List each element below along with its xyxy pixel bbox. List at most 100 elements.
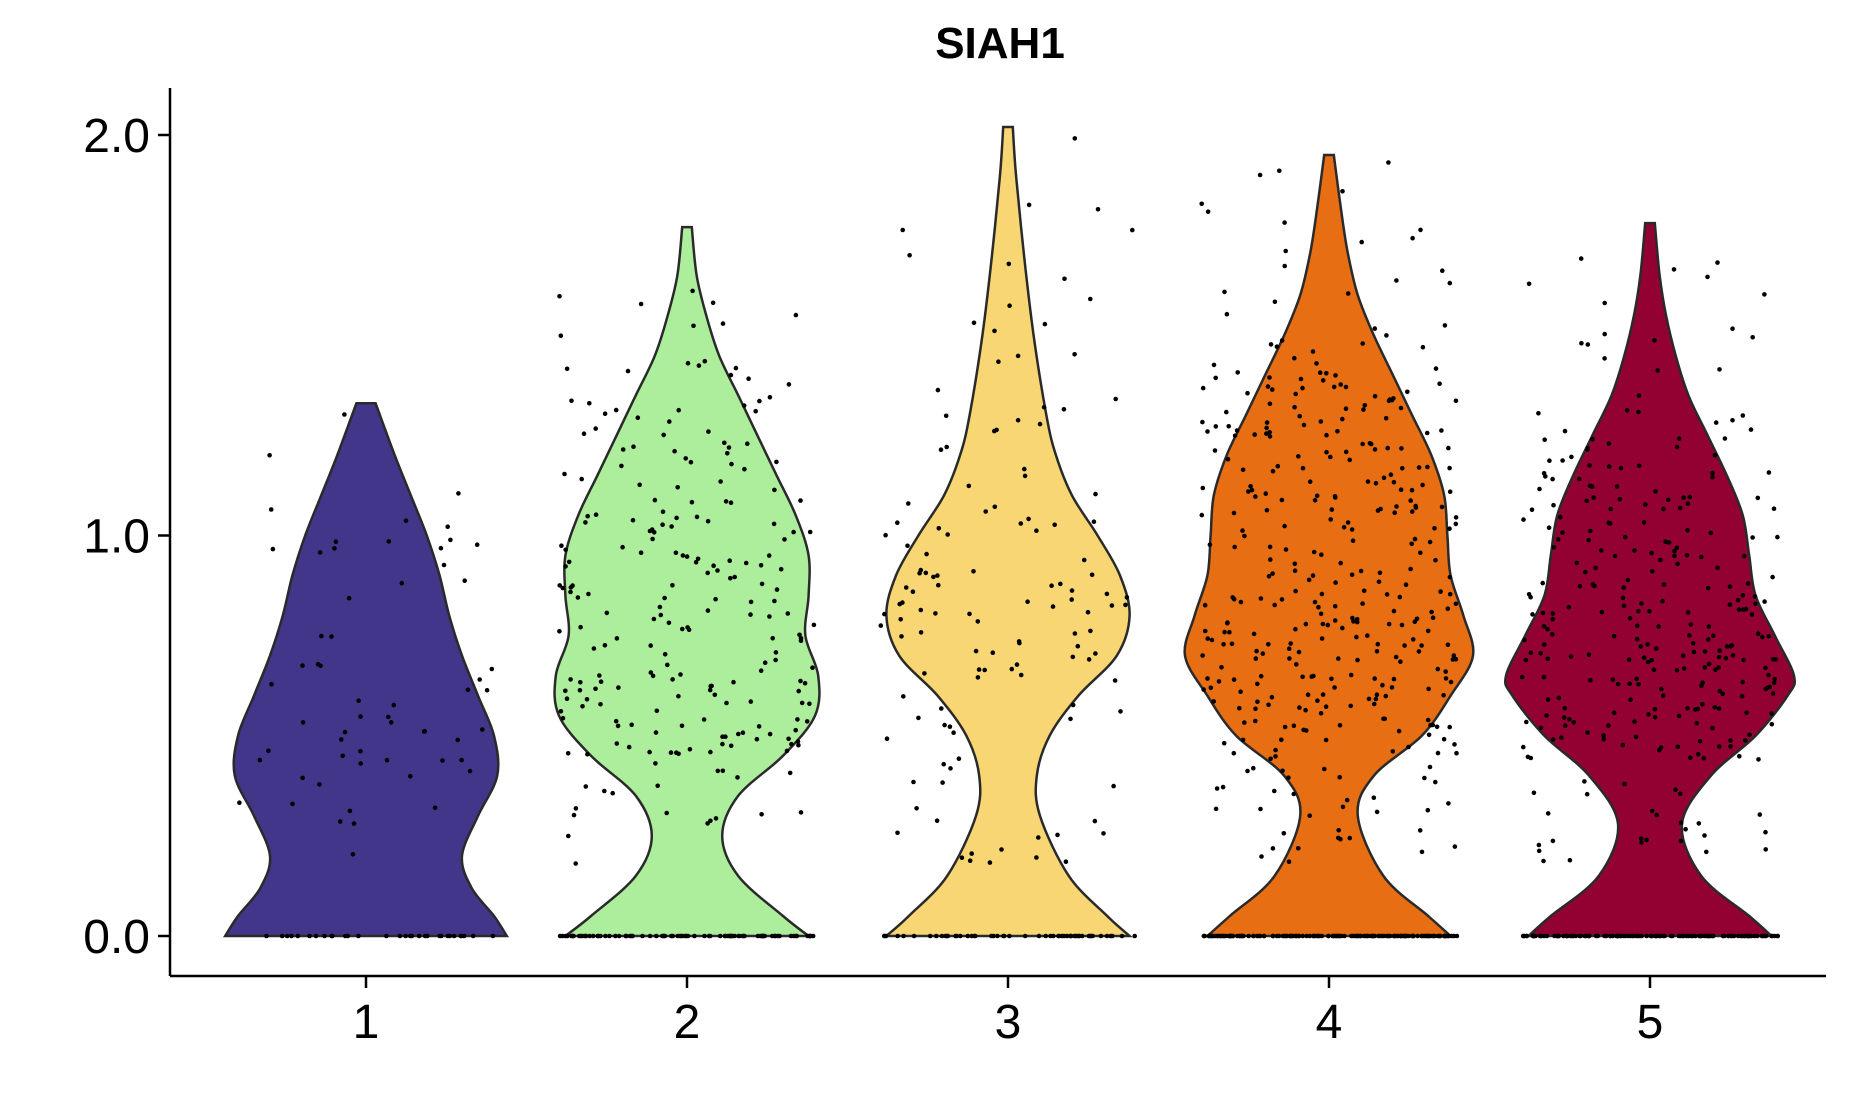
jitter-point [1332, 603, 1338, 609]
jitter-point [1372, 394, 1378, 399]
jitter-point [1727, 602, 1733, 607]
jitter-point [403, 933, 409, 939]
jitter-point [1410, 509, 1415, 514]
jitter-point [759, 581, 765, 587]
jitter-point [1200, 419, 1205, 425]
jitter-point [1332, 618, 1338, 623]
jitter-point [346, 595, 352, 601]
jitter-point [1740, 413, 1746, 418]
jitter-point [943, 933, 948, 939]
jitter-point [1737, 754, 1742, 759]
jitter-point [1678, 820, 1684, 825]
jitter-point [1427, 764, 1433, 770]
jitter-point [898, 617, 903, 622]
jitter-point [895, 520, 900, 525]
jitter-point [339, 737, 344, 742]
jitter-point [1519, 674, 1525, 680]
jitter-point [1674, 545, 1680, 551]
jitter-point [458, 933, 464, 939]
jitter-point [1608, 933, 1613, 939]
jitter-point [1384, 592, 1390, 597]
jitter-point [1287, 656, 1292, 661]
jitter-point [670, 583, 675, 588]
jitter-point [1385, 445, 1390, 451]
jitter-point [1387, 933, 1393, 939]
jitter-point [1072, 631, 1078, 636]
jitter-point [1618, 465, 1624, 471]
jitter-point [441, 562, 447, 568]
jitter-point [559, 543, 564, 548]
jitter-point [1644, 933, 1649, 939]
jitter-point [1344, 797, 1350, 803]
jitter-point [1706, 637, 1711, 642]
jitter-point [1034, 528, 1039, 533]
jitter-point [1541, 858, 1546, 864]
jitter-point [630, 517, 636, 523]
jitter-point [432, 805, 438, 811]
jitter-point [1683, 827, 1688, 832]
jitter-point [1294, 662, 1299, 667]
jitter-point [1586, 933, 1592, 939]
jitter-point [1633, 734, 1639, 740]
jitter-point [944, 444, 949, 450]
jitter-point [1676, 436, 1682, 441]
jitter-point [1713, 667, 1718, 673]
jitter-point [1293, 391, 1298, 397]
jitter-point [1690, 641, 1696, 646]
jitter-point [1205, 429, 1210, 434]
jitter-point [575, 595, 581, 600]
jitter-point [999, 847, 1004, 852]
jitter-point [1338, 837, 1343, 842]
jitter-point [564, 696, 570, 701]
jitter-point [1324, 432, 1329, 438]
jitter-point [1245, 768, 1250, 774]
jitter-point [1258, 596, 1264, 601]
jitter-point [1314, 361, 1319, 366]
jitter-point [467, 768, 473, 774]
jitter-point [653, 761, 658, 766]
jitter-point [330, 933, 335, 939]
jitter-point [715, 568, 720, 573]
jitter-point [726, 445, 732, 450]
jitter-point [1041, 404, 1047, 410]
jitter-point [1536, 842, 1542, 848]
jitter-point [397, 933, 403, 939]
jitter-point [1360, 441, 1365, 447]
jitter-point [1230, 595, 1235, 600]
jitter-point [640, 933, 645, 939]
jitter-point [1625, 577, 1631, 583]
jitter-point [1713, 420, 1719, 425]
jitter-point [1555, 537, 1561, 542]
jitter-point [1442, 323, 1448, 328]
jitter-point [1757, 812, 1763, 817]
jitter-point [1739, 694, 1745, 699]
jitter-point [1389, 685, 1395, 690]
jitter-point [1108, 933, 1114, 939]
jitter-point [1425, 933, 1431, 939]
jitter-point [577, 933, 582, 939]
jitter-point [1544, 933, 1550, 939]
jitter-point [718, 479, 723, 484]
jitter-point [1447, 724, 1452, 730]
jitter-point [746, 376, 751, 382]
jitter-point [1268, 756, 1273, 762]
jitter-point [1684, 553, 1690, 558]
jitter-point [669, 933, 674, 939]
jitter-point [1361, 407, 1366, 412]
jitter-point [1688, 755, 1693, 761]
jitter-point [1398, 933, 1404, 939]
jitter-point [982, 667, 987, 673]
jitter-point [676, 693, 681, 699]
jitter-point [1205, 209, 1211, 214]
jitter-point [1550, 838, 1556, 844]
jitter-point [935, 573, 940, 578]
jitter-point [290, 801, 295, 807]
axes [168, 88, 1826, 978]
jitter-point [1391, 608, 1397, 614]
jitter-point [1202, 628, 1208, 634]
jitter-point [1699, 554, 1704, 560]
jitter-point [705, 518, 711, 524]
jitter-point [1740, 679, 1745, 685]
jitter-point [613, 407, 619, 413]
jitter-point [1537, 486, 1542, 492]
